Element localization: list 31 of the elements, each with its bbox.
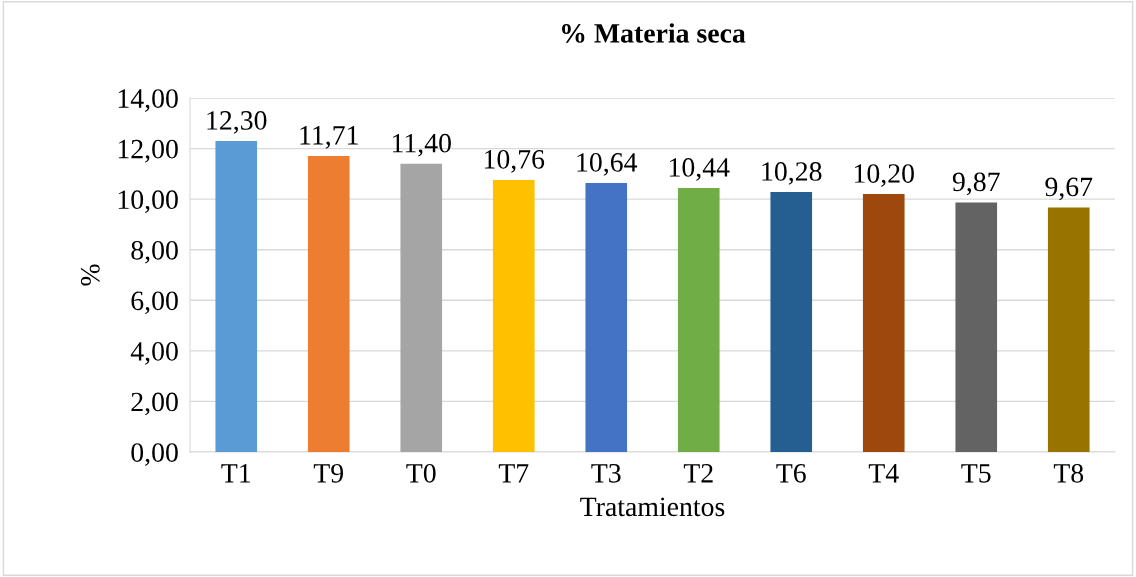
x-tick-label: T7 — [498, 464, 529, 483]
y-tick-label: 14,00 — [118, 89, 178, 112]
y-tick-label: 12,00 — [118, 139, 178, 163]
x-tick-label: T8 — [1053, 463, 1084, 483]
y-tick-label: 4,00 — [130, 342, 178, 365]
x-tick-label: T0 — [406, 463, 436, 483]
data-label: 10,28 — [762, 162, 822, 185]
data-label: 10,76 — [484, 149, 545, 173]
data-label: 11,71 — [300, 126, 358, 149]
x-tick-label: T3 — [591, 463, 621, 483]
data-label: 10,64 — [577, 153, 638, 176]
data-label: 9,87 — [952, 172, 1000, 196]
x-tick-label: T9 — [313, 463, 344, 483]
data-label: 11,40 — [392, 133, 451, 157]
x-tick-label: T6 — [776, 463, 806, 483]
x-tick-label: T4 — [868, 464, 899, 483]
x-tick-label: T1 — [221, 464, 251, 483]
data-label: 9,67 — [1045, 177, 1093, 201]
y-axis-title: % — [80, 264, 100, 286]
x-tick-label: T5 — [961, 464, 991, 483]
data-label: 12,30 — [207, 111, 267, 134]
y-tick-label: 0,00 — [131, 443, 178, 466]
y-tick-label: 10,00 — [118, 190, 178, 214]
y-tick-label: 6,00 — [131, 291, 178, 315]
x-axis-title: Tratamientos — [580, 497, 725, 517]
y-tick-label: 8,00 — [131, 240, 178, 264]
chart-title: % Materia seca — [562, 23, 746, 43]
data-label: 10,20 — [854, 164, 914, 187]
x-tick-label: T2 — [683, 463, 713, 483]
y-tick-label: 2,00 — [131, 392, 178, 416]
data-label: 10,44 — [669, 158, 730, 181]
